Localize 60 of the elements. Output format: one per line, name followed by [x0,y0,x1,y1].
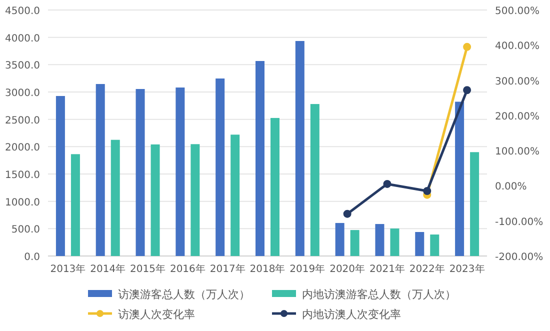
bar [270,118,280,256]
x-tick-label: 2013年 [50,263,86,275]
legend-label: 访澳人次变化率 [118,308,195,321]
x-tick-label: 2017年 [210,263,246,275]
x-tick-label: 2019年 [290,263,326,275]
point [463,86,472,94]
y-tick-label: 3000.0 [5,88,40,99]
bar [216,78,225,256]
x-tick-label: 2015年 [130,263,166,275]
bar [150,144,160,256]
bar [136,88,145,256]
y2-tick-label: -100.00% [495,216,544,228]
x-tick-label: 2021年 [370,263,405,275]
legend-label: 内地访澳人次变化率 [302,308,401,321]
y2-tick-label: 0.00% [495,182,527,193]
y-tick-label: 1500.0 [5,170,40,181]
y-tick-label: 500.0 [11,224,40,236]
y2-tick-label: -200.00% [495,252,544,263]
y-tick-label: 3500.0 [5,60,40,72]
point [383,180,392,188]
y-tick-label: 0.0 [24,252,40,263]
bar [56,96,65,256]
bar [110,140,120,256]
y2-tick-label: 100.00% [495,146,540,158]
y2-tick-label: 500.00% [495,6,540,17]
bar [230,134,240,256]
x-tick-label: 2016年 [170,263,206,275]
point [343,210,352,218]
bar [70,154,80,256]
bar [470,152,480,256]
bar [310,104,320,256]
y-tick-label: 2500.0 [5,115,40,126]
y2-tick-label: 300.00% [495,76,540,88]
bar [335,222,344,256]
y-tick-label: 4000.0 [5,33,40,44]
bar [350,230,360,256]
legend-label: 内地访澳游客总人数（万人次） [302,288,456,301]
y-tick-label: 1000.0 [5,197,40,208]
bar [256,61,264,256]
y2-tick-label: 200.00% [495,111,540,122]
x-tick-label: 2020年 [330,263,366,275]
y-tick-label: 2000.0 [5,142,40,154]
bar [96,84,105,256]
bar [375,224,384,256]
bar [455,102,464,256]
bar [295,40,304,256]
x-tick-label: 2022年 [409,263,445,275]
bar [176,88,185,256]
bar [415,232,424,256]
point [423,186,432,195]
point [463,42,472,51]
x-tick-label: 2014年 [90,263,126,275]
bar [430,234,440,256]
bar [190,144,200,256]
x-tick-label: 2018年 [250,263,286,275]
y2-tick-label: 400.00% [495,41,540,52]
x-tick-label: 2023年 [449,263,485,275]
bar [390,228,400,256]
y-tick-label: 4500.0 [5,6,40,17]
legend-label: 访澳游客总人数（万人次） [118,288,250,301]
